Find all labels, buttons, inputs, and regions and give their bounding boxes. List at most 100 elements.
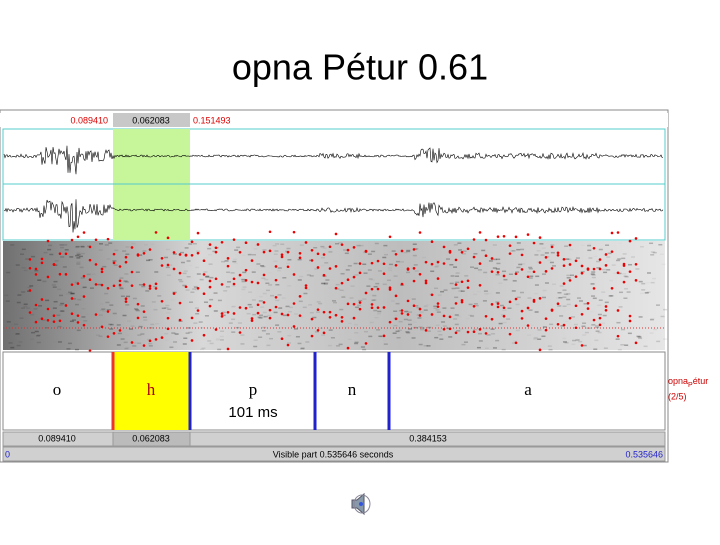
formant-dot — [496, 305, 500, 309]
selection-length: 0.062083 — [132, 115, 170, 125]
spectrogram-cell — [60, 302, 65, 305]
duration-cell[interactable] — [112, 431, 191, 447]
visible-bar[interactable] — [2, 446, 666, 462]
formant-dot — [214, 246, 218, 250]
formant-dot — [520, 253, 524, 257]
spectrogram-cell — [282, 314, 287, 317]
spectrogram-cell — [375, 282, 380, 285]
spectrogram-cell — [123, 341, 128, 344]
spectrogram-cell — [51, 284, 56, 286]
spectrogram-cell — [80, 245, 85, 248]
formant-dot — [280, 312, 284, 316]
duration-bar[interactable] — [2, 431, 666, 447]
spectrogram-cell — [450, 275, 455, 277]
spectrogram-cell — [116, 344, 121, 346]
spectrogram-cell — [369, 294, 373, 296]
spectrogram-cell — [357, 304, 362, 307]
spectrogram-cell — [542, 252, 546, 254]
spectrogram-cell — [138, 325, 143, 328]
spectrogram-cell — [52, 307, 57, 309]
formant-dot — [388, 286, 392, 290]
formant-dot — [538, 348, 542, 352]
spectrogram-cell — [663, 308, 668, 311]
spectrogram-cell — [621, 328, 626, 331]
spectrogram-cell — [324, 282, 329, 284]
spectrogram-cell — [537, 338, 542, 340]
formant-dot — [616, 231, 620, 234]
formant-dot — [526, 233, 530, 236]
spectrogram-cell — [21, 248, 26, 251]
spectrogram-cell — [331, 300, 336, 302]
formant-dot — [484, 314, 488, 318]
spectrogram-cell — [557, 305, 562, 307]
formant-dot — [520, 268, 524, 271]
spectrogram-cell — [347, 265, 352, 267]
formant-dot — [538, 261, 542, 264]
spectrogram-cell — [359, 244, 364, 247]
formant-dot — [118, 283, 122, 287]
formant-dot — [394, 252, 398, 256]
spectrogram-cell — [179, 280, 184, 283]
spectrogram-cell — [378, 335, 383, 338]
spectrogram-cell — [453, 244, 458, 246]
spectrogram-cell — [470, 266, 475, 268]
formant-dot — [70, 238, 74, 242]
spectrogram-cell — [241, 288, 246, 291]
spectrogram-cell — [105, 301, 110, 304]
spectrogram-cell — [57, 325, 62, 328]
spectrogram-cell — [148, 342, 153, 345]
sound-icon[interactable] — [351, 492, 371, 516]
formant-dot — [100, 270, 104, 274]
formant-dot — [604, 305, 608, 308]
spectrogram-cell — [458, 249, 463, 251]
spectrogram-cell — [217, 348, 222, 351]
spectrogram-cell — [120, 295, 125, 298]
spectrogram-cell — [282, 277, 287, 279]
formant-dot — [634, 262, 638, 266]
spectrogram-cell — [234, 249, 239, 251]
visible-start: 0 — [5, 449, 10, 459]
formant-dot — [538, 297, 542, 300]
spectrogram-cell — [462, 250, 467, 252]
visible-end: 0.535646 — [625, 449, 663, 459]
spectrogram-cell — [98, 243, 103, 245]
spectrogram-cell — [484, 293, 489, 295]
spectrogram-cell — [68, 291, 73, 294]
formant-dot — [154, 287, 158, 290]
spectrogram-cell — [566, 298, 571, 301]
spectrogram-cell — [393, 275, 398, 277]
formant-dot — [40, 298, 44, 301]
spectrogram-cell — [353, 323, 358, 326]
formant-dot — [124, 300, 128, 303]
formant-dot — [460, 300, 464, 304]
spectrogram-cell — [435, 264, 440, 267]
spectrogram-cell — [267, 314, 272, 317]
spectrogram-cell — [562, 296, 567, 298]
spectrogram-cell — [132, 342, 137, 344]
spectrogram-cell — [59, 310, 64, 312]
spectrogram-cell — [541, 335, 546, 338]
spectrogram-cell — [125, 281, 130, 283]
spectrogram-cell — [566, 303, 571, 306]
spectrogram-cell — [439, 338, 444, 340]
formant-dot — [310, 248, 314, 252]
spectrogram-cell — [293, 328, 298, 330]
formant-dot — [466, 330, 470, 334]
spectrogram-cell — [454, 323, 459, 326]
formant-dot — [574, 326, 578, 330]
spectrogram-cell — [395, 315, 399, 317]
spectrogram-cell — [541, 296, 546, 299]
spectrogram-cell — [268, 272, 272, 274]
spectrogram-cell — [338, 343, 343, 346]
spectrogram-cell — [598, 248, 603, 251]
spectrogram-cell — [529, 275, 534, 278]
spectrogram-cell — [102, 265, 107, 268]
spectrogram-cell — [624, 276, 629, 278]
spectrogram-cell — [241, 280, 246, 283]
spectrogram-cell — [490, 328, 495, 330]
spectrogram-cell — [519, 291, 524, 294]
spectrogram-cell — [273, 253, 278, 256]
spectrogram-cell — [644, 292, 649, 294]
spectrogram-cell — [52, 286, 57, 288]
